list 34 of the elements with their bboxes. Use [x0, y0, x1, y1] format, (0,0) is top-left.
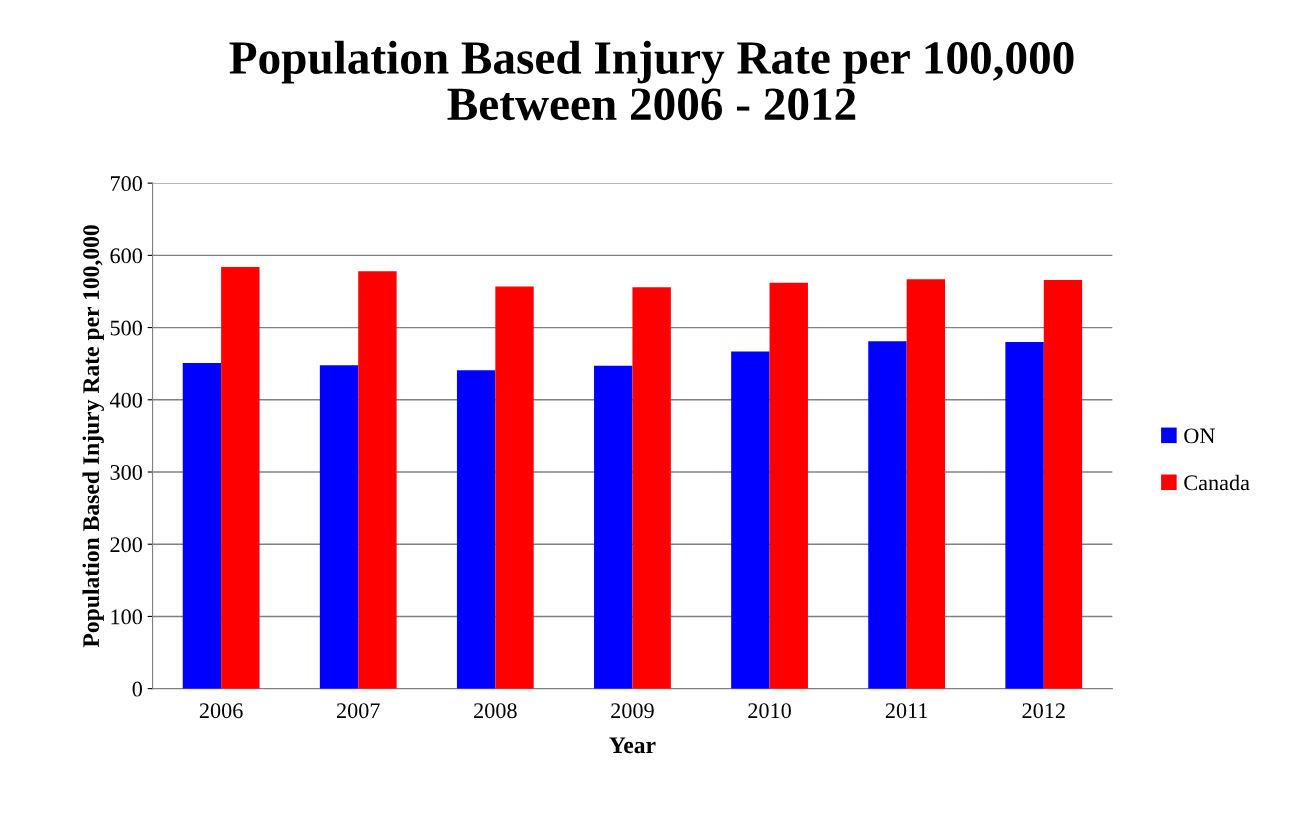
- y-tick-label: 200: [110, 537, 142, 553]
- bar: [594, 365, 633, 689]
- x-tick-label: 2009: [611, 703, 654, 719]
- y-tick-label: 600: [110, 248, 142, 264]
- y-axis-title: Population Based Injury Rate per 100,000: [82, 225, 104, 648]
- bar: [632, 287, 671, 689]
- bar: [769, 282, 808, 689]
- y-tick-label: 700: [110, 176, 142, 192]
- x-tick-label: 2010: [748, 703, 791, 719]
- bar: [182, 362, 222, 689]
- bar: [731, 351, 770, 689]
- bar: [1043, 279, 1083, 689]
- y-tick-label: 400: [109, 392, 142, 408]
- legend-label: ON: [1184, 428, 1215, 444]
- x-axis-title: Year: [609, 737, 656, 754]
- bar: [319, 365, 359, 689]
- y-tick-label: 100: [111, 609, 142, 625]
- y-tick-label: 0: [132, 681, 142, 697]
- bar: [221, 266, 260, 689]
- y-tick-label: 500: [110, 320, 142, 336]
- x-tick-label: 2012: [1022, 703, 1065, 719]
- bar: [495, 286, 534, 689]
- x-tick-label: 2007: [336, 703, 380, 719]
- chart-title: Population Based Injury Rate per 100,000 Between 2006 - 2012: [229, 40, 1074, 121]
- x-tick-label: 2006: [199, 703, 243, 719]
- y-tick-label: 300: [110, 464, 142, 480]
- x-tick-label: 2008: [474, 703, 517, 719]
- legend-label: Canada: [1184, 474, 1250, 491]
- bar: [868, 341, 907, 689]
- x-tick-label: 2011: [885, 703, 928, 719]
- bar: [358, 271, 397, 689]
- bar: [456, 370, 496, 689]
- bar: [1005, 342, 1044, 689]
- bar: [906, 279, 946, 689]
